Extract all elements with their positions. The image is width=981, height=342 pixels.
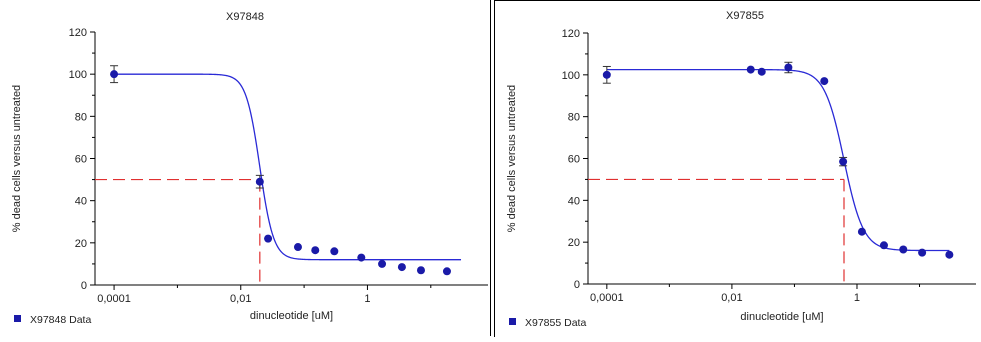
y-tick-label: 0: [574, 279, 580, 291]
data-point: [378, 259, 387, 268]
y-tick-label: 40: [568, 195, 580, 207]
data-point: [757, 67, 766, 76]
data-point: [110, 70, 119, 79]
data-point: [330, 247, 339, 256]
dose-response-chart-x97855: X97855 0 20 40 60 80 100 120 0,0001 0,01 1 dinucleo…: [506, 10, 976, 329]
data-point: [397, 263, 406, 272]
data-point: [357, 253, 366, 262]
data-point: [899, 245, 908, 254]
x-axis-label: dinucleotide [uM]: [740, 311, 823, 323]
x-tick-label: 0,01: [230, 293, 251, 305]
x-tick-label: 0,01: [721, 292, 742, 304]
data-point: [293, 243, 302, 252]
data-point: [746, 65, 755, 74]
data-point: [879, 241, 888, 250]
x-tick-label: 0,0001: [97, 293, 131, 305]
y-tick-label: 120: [69, 27, 87, 39]
data-point: [945, 250, 954, 259]
y-tick-label: 20: [568, 237, 580, 249]
y-tick-label: 80: [75, 111, 87, 123]
legend-label: X97848 Data: [30, 314, 91, 326]
y-tick-label: 120: [562, 28, 580, 40]
y-tick-label: 100: [562, 70, 580, 82]
data-point: [839, 157, 848, 166]
legend-marker: [14, 315, 21, 322]
x-axis-label: dinucleotide [uM]: [250, 310, 333, 322]
data-point: [255, 177, 264, 186]
legend-label: X97855 Data: [525, 317, 586, 329]
y-tick-label: 20: [75, 238, 87, 250]
chart-panel-x97848: X97848 0 20 40 60 80 100 120 0,0001 0,01 1 dinucleo…: [0, 0, 491, 336]
chart-panel-x97855: X97855 0 20 40 60 80 100 120 0,0001 0,01 1 dinucleo…: [494, 0, 980, 337]
data-point: [602, 70, 611, 79]
y-tick-label: 60: [75, 154, 87, 166]
x-tick-label: 1: [364, 293, 370, 305]
data-point: [857, 227, 866, 236]
x-tick-label: 0,0001: [590, 292, 624, 304]
y-tick-label: 40: [75, 196, 87, 208]
data-point: [820, 77, 829, 86]
data-point: [442, 267, 451, 276]
data-point: [264, 234, 273, 243]
y-tick-label: 0: [81, 280, 87, 292]
y-tick-label: 60: [568, 154, 580, 166]
chart-title: X97848: [226, 11, 264, 23]
legend-marker: [509, 318, 516, 325]
dose-response-chart-x97848: X97848 0 20 40 60 80 100 120 0,0001 0,01 1 dinucleo…: [11, 11, 488, 326]
y-tick-label: 100: [69, 69, 87, 81]
y-axis-label: % dead cells versus untreated: [11, 85, 23, 232]
data-point: [311, 246, 320, 255]
chart-title: X97855: [726, 10, 764, 22]
data-point: [416, 266, 425, 275]
fit-curve: [606, 68, 950, 252]
y-axis-label: % dead cells versus untreated: [506, 85, 518, 232]
data-point: [784, 63, 793, 72]
fit-curve: [114, 73, 462, 261]
x-tick-label: 1: [854, 292, 860, 304]
y-tick-label: 80: [568, 112, 580, 124]
data-point: [918, 248, 927, 257]
